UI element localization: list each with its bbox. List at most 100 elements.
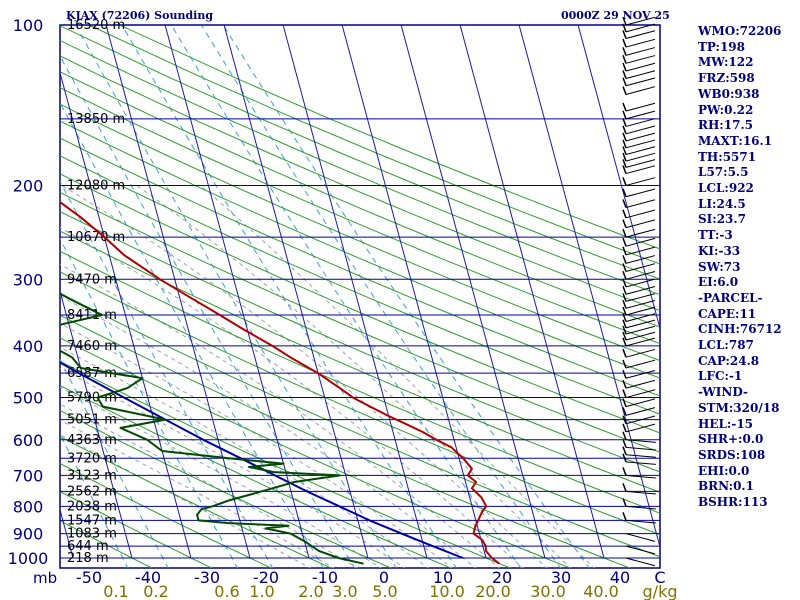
wind-barb <box>625 319 656 329</box>
index-item: EI:6.0 <box>698 275 739 290</box>
index-item: -WIND- <box>698 385 748 400</box>
wind-barb <box>625 415 656 425</box>
wind-barb <box>625 38 656 48</box>
dry-adiabat-line <box>60 292 660 558</box>
mixing-ratio-unit-label: g/kg <box>643 582 678 600</box>
wind-barb <box>625 505 656 510</box>
temperature-tick-label: 0 <box>379 568 389 587</box>
index-item: FRZ:598 <box>698 71 755 86</box>
temperature-tick-label: 20 <box>492 568 512 587</box>
wind-barb-flag <box>622 439 627 448</box>
temperature-tick-label: -50 <box>76 568 102 587</box>
wind-barb-flag <box>622 38 627 48</box>
dry-adiabat-line <box>60 155 660 415</box>
wind-barb-flag <box>622 255 627 264</box>
dry-adiabat-line <box>88 25 660 265</box>
wind-barb-flag <box>622 70 627 79</box>
index-item: WB0:938 <box>698 86 760 101</box>
wind-barb <box>625 446 656 451</box>
moist-adiabat-line <box>60 367 406 568</box>
index-item: LCL:922 <box>698 181 754 196</box>
isotherm-line <box>60 70 192 559</box>
dry-adiabat-line <box>60 250 660 514</box>
mixing-ratio-line <box>60 180 274 568</box>
height-label: 5051 m <box>67 413 117 428</box>
pressure-tick-label: 900 <box>13 525 44 544</box>
temperature-tick-label: -40 <box>135 568 161 587</box>
mixing-ratio-label: 40.0 <box>583 582 619 600</box>
dry-adiabat-line <box>60 384 452 568</box>
index-item: SW:73 <box>698 259 741 274</box>
wind-barb <box>625 263 656 272</box>
wind-barb-flag <box>622 313 627 322</box>
dry-adiabat-line <box>60 337 572 568</box>
wind-barb-flag <box>622 300 627 309</box>
index-item: TT:-3 <box>698 228 733 243</box>
wind-barb <box>625 23 656 33</box>
index-item: SI:23.7 <box>698 212 746 227</box>
isotherm-line <box>164 25 310 559</box>
wind-barb <box>625 209 656 219</box>
height-label: 12080 m <box>67 178 125 193</box>
wind-barb-flag <box>622 278 627 288</box>
wind-barb-flag <box>622 453 627 463</box>
pressure-tick-label: 600 <box>13 431 44 450</box>
index-item: MAXT:16.1 <box>698 133 773 148</box>
mixing-ratio-label: 0.1 <box>103 582 128 600</box>
wind-barb-flag <box>622 271 627 280</box>
wind-barb <box>625 62 656 72</box>
wind-barb-flag <box>622 415 627 425</box>
wind-barb <box>625 102 656 112</box>
index-item: LFC:-1 <box>698 369 743 384</box>
wind-barb-flag <box>622 209 627 219</box>
moist-adiabat-line <box>60 419 335 568</box>
mixing-ratio-label: 20.0 <box>475 582 511 600</box>
wind-barb <box>625 165 656 175</box>
wind-barb-flag <box>622 199 627 208</box>
height-label: 5790 m <box>67 391 117 406</box>
wind-barb <box>625 110 656 120</box>
dry-adiabat-line <box>60 103 660 362</box>
dry-adiabat-line <box>60 490 213 568</box>
isotherms <box>60 25 660 559</box>
dry-adiabat-line <box>60 120 660 379</box>
temperature-tick-label: 30 <box>551 568 571 587</box>
wind-barb <box>625 398 656 408</box>
wind-barb-flag <box>622 139 627 149</box>
wind-barb <box>625 228 656 238</box>
wind-barb <box>625 188 656 198</box>
moist-adiabat-line <box>60 346 430 568</box>
mixing-ratio-line <box>121 25 457 568</box>
index-item: BSHR:113 <box>698 495 768 510</box>
wind-barb-flag <box>622 62 627 72</box>
pressure-tick-label: 800 <box>13 497 44 516</box>
dry-adiabat-line <box>60 137 660 397</box>
wind-barb-flag <box>622 398 627 407</box>
wind-barb-flag <box>622 407 627 416</box>
index-item: CAP:24.8 <box>698 353 760 368</box>
index-item: BRN:0.1 <box>698 479 754 494</box>
index-item: LI:24.5 <box>698 196 746 211</box>
index-item: SHR+:0.0 <box>698 432 764 447</box>
moist-adiabat-line <box>136 184 572 568</box>
isotherm-line <box>223 25 369 559</box>
wind-barb-flag <box>622 47 627 56</box>
dry-adiabat-line <box>60 462 273 568</box>
mixing-ratio-label: 0.2 <box>143 582 168 600</box>
wind-barb-flag <box>622 102 627 112</box>
temperature-trace <box>60 200 500 565</box>
wind-barb-flag <box>622 219 627 228</box>
wind-barb <box>625 545 656 555</box>
mixing-ratio-line <box>200 25 562 568</box>
mixing-ratio-line <box>170 25 522 568</box>
wind-barb <box>625 300 656 309</box>
isobars <box>60 24 660 559</box>
dry-adiabats <box>60 25 660 568</box>
dry-adiabat-line <box>119 25 660 250</box>
height-label: 644 m <box>67 539 109 554</box>
wind-barb-flag <box>622 306 627 316</box>
mixing-ratio-line <box>222 25 590 568</box>
dry-adiabat-line <box>60 360 512 568</box>
wind-barb-flag <box>622 483 627 492</box>
